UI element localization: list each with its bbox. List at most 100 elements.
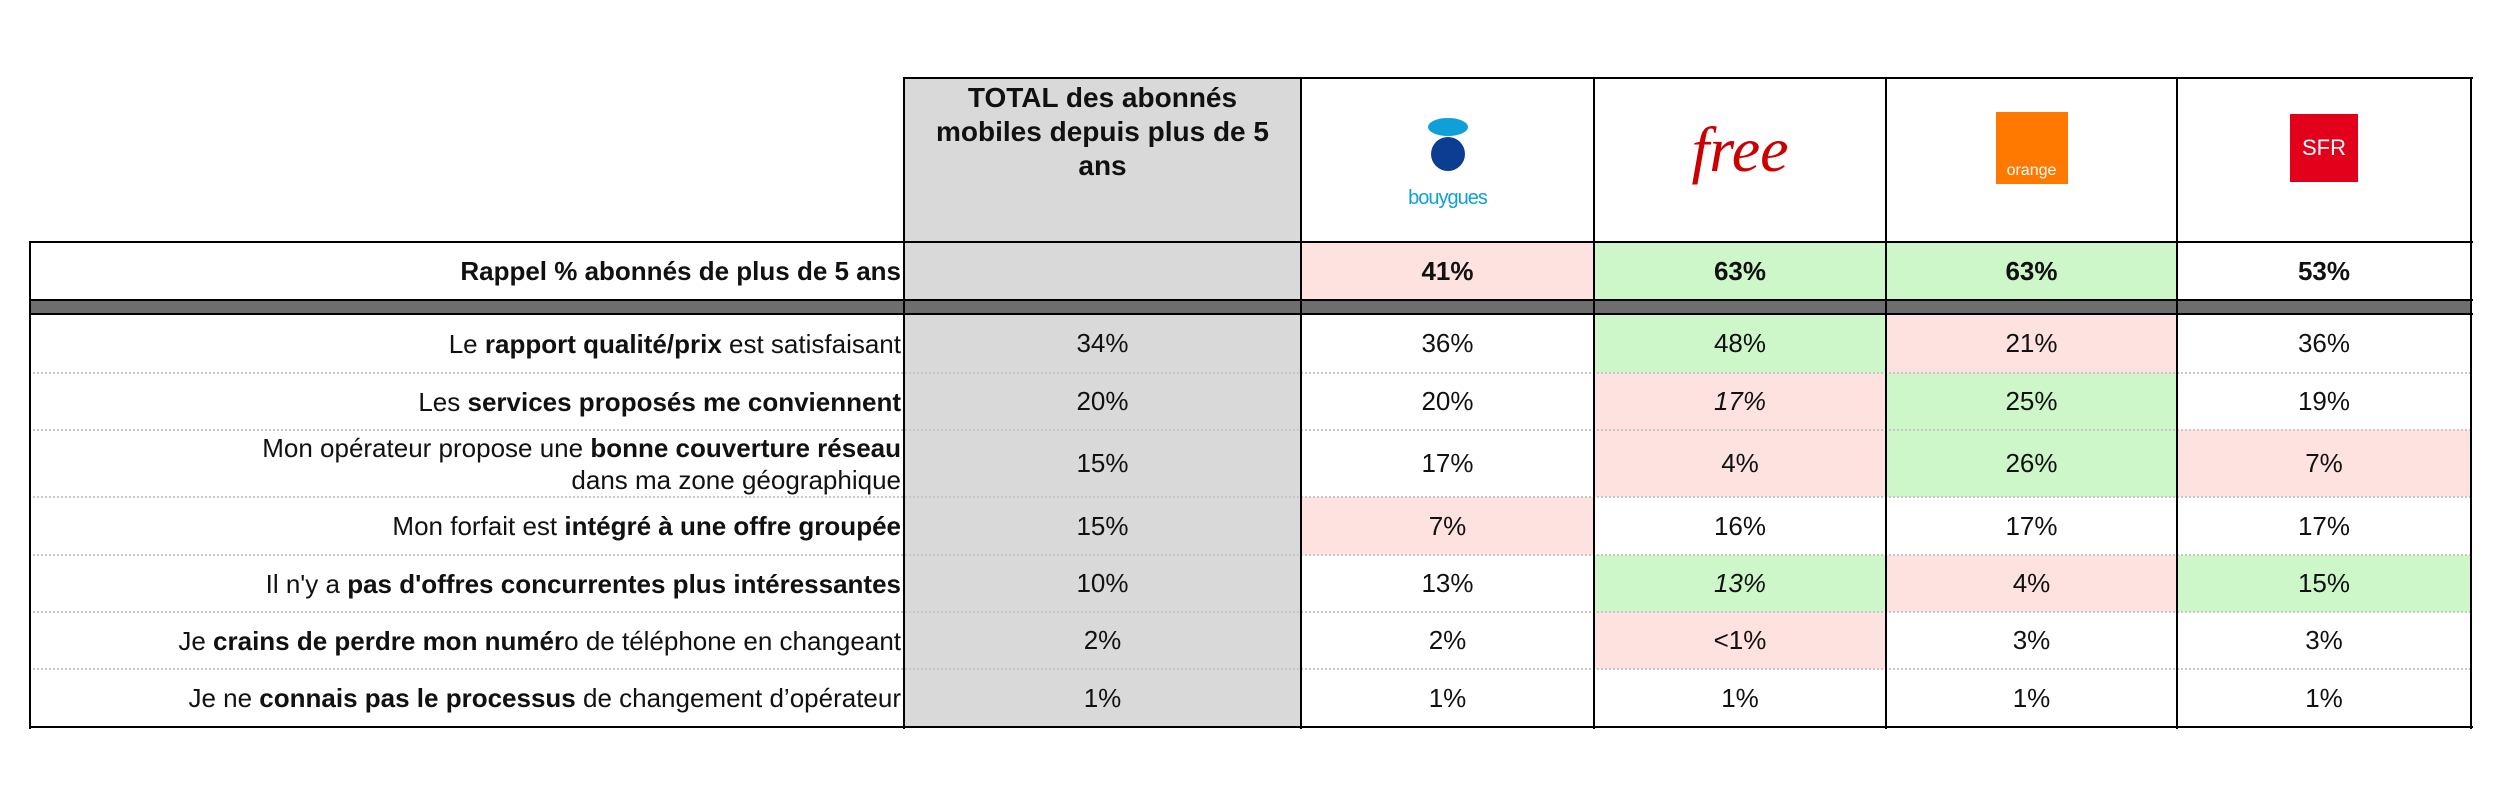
row-label: Les services proposés me conviennent	[29, 373, 904, 430]
cell: 26%	[1886, 430, 2177, 497]
cell: 15%	[2177, 555, 2471, 612]
cell-value: 20%	[1076, 386, 1129, 416]
cell-value: 15%	[1076, 448, 1129, 478]
cell-value: 15%	[2297, 568, 2351, 598]
cell: 25%	[1886, 373, 2177, 430]
label-bold: bonne couverture réseau	[590, 432, 901, 463]
label-text: dans ma zone géographique	[571, 464, 901, 495]
cell-value: 17%	[1713, 386, 1767, 416]
label-bold: services proposés me conviennent	[467, 386, 901, 417]
label-bold: Rappel % abonnés de plus de 5 ans	[460, 256, 901, 286]
cell-value: 4%	[1721, 448, 1759, 478]
cell: 41%	[1301, 242, 1594, 300]
cell: 2%	[1301, 612, 1594, 669]
cell-value: 20%	[1421, 386, 1474, 416]
logo-icon	[1427, 118, 1468, 171]
cell-value: 3%	[2305, 625, 2343, 655]
label-text: Je ne	[188, 683, 260, 713]
row-label: Je crains de perdre mon numéro de téléph…	[29, 612, 904, 669]
label-line: Le rapport qualité/prix est satisfaisant	[449, 328, 901, 360]
cell-value: 7%	[2305, 448, 2343, 478]
cell: 19%	[2177, 373, 2471, 430]
cell: 3%	[2177, 612, 2471, 669]
cell-value: 3%	[2012, 625, 2051, 655]
cell: 17%	[1886, 497, 2177, 555]
label-line: Les services proposés me conviennent	[418, 386, 901, 418]
row-divider	[29, 429, 2471, 431]
row-divider	[29, 668, 2471, 670]
cell: 21%	[1886, 314, 2177, 373]
row-label: Le rapport qualité/prix est satisfaisant	[29, 314, 904, 373]
label-text: est satisfaisant	[721, 328, 901, 359]
label-bold: connais pas le processus	[259, 683, 576, 713]
cell: 34%	[904, 314, 1301, 373]
cell: 17%	[1301, 430, 1594, 497]
logo-sfr: SFR	[2177, 77, 2471, 242]
row-label: Il n'y a pas d'offres concurrentes plus …	[29, 555, 904, 612]
logo-text: free	[1691, 113, 1789, 185]
logo-text: orange	[2006, 161, 2057, 179]
label-bold: rapport qualité/prix	[484, 328, 722, 359]
cell: 63%	[1886, 242, 2177, 300]
border-line	[903, 77, 905, 729]
label-bold: crains de perdre mon numér	[213, 625, 565, 656]
cell-value: 36%	[1421, 328, 1474, 358]
cell-value: 2%	[1428, 625, 1467, 655]
logo-text: SFR	[2302, 134, 2346, 160]
row-label: Mon forfait est intégré à une offre grou…	[29, 497, 904, 555]
border-line	[1300, 77, 1302, 729]
header-total: TOTAL des abonnés mobiles depuis plus de…	[904, 77, 1301, 242]
cell-value: 25%	[2005, 386, 2058, 416]
cell-value: 63%	[2005, 255, 2058, 286]
border-line	[2470, 77, 2472, 729]
cell-value: 63%	[1713, 255, 1767, 286]
cell-value: 16%	[1713, 510, 1767, 541]
cell: 2%	[904, 612, 1301, 669]
cell-value: 15%	[1076, 510, 1129, 541]
row-divider	[29, 554, 2471, 556]
label-line: Mon forfait est intégré à une offre grou…	[392, 510, 901, 542]
cell-value: 13%	[1713, 568, 1767, 598]
cell-value: <1%	[1713, 625, 1767, 655]
cell: 7%	[2177, 430, 2471, 497]
cell-value: 19%	[2297, 386, 2351, 416]
cell-value: 26%	[2005, 448, 2058, 478]
cell-value: 17%	[2005, 510, 2058, 541]
cell: 20%	[1301, 373, 1594, 430]
cell-value: 13%	[1421, 568, 1474, 598]
row-label: Rappel % abonnés de plus de 5 ans	[29, 242, 904, 300]
border-line	[29, 313, 2473, 315]
cell	[904, 242, 1301, 300]
cell: 10%	[904, 555, 1301, 612]
cell-value: 21%	[2005, 328, 2058, 358]
label-text: Mon forfait est	[392, 511, 565, 541]
cell: 1%	[1886, 669, 2177, 727]
logo-box: orange	[1995, 111, 2068, 184]
cell-value: 53%	[2297, 255, 2351, 286]
cell: 4%	[1886, 555, 2177, 612]
cell-value: 4%	[2012, 568, 2051, 598]
logo-bouygues: bouygues	[1301, 77, 1594, 242]
cell: <1%	[1594, 612, 1886, 669]
label-bold: intégré à une offre groupée	[564, 511, 901, 541]
cell: 48%	[1594, 314, 1886, 373]
border-line	[29, 242, 31, 729]
cell: 36%	[1301, 314, 1594, 373]
cell: 16%	[1594, 497, 1886, 555]
cell: 1%	[904, 669, 1301, 727]
row-label: Je ne connais pas le processus de change…	[29, 669, 904, 727]
border-line	[904, 77, 2473, 79]
cell: 17%	[2177, 497, 2471, 555]
cell: 63%	[1594, 242, 1886, 300]
cell: 4%	[1594, 430, 1886, 497]
label-text: Il n'y a	[265, 568, 348, 599]
cell: 13%	[1594, 555, 1886, 612]
logo-orange: orange	[1886, 77, 2177, 242]
label-text: Je	[178, 625, 214, 656]
row-divider	[29, 372, 2471, 374]
border-line	[1593, 77, 1595, 729]
label-line: Je ne connais pas le processus de change…	[188, 682, 901, 714]
label-text: Les	[418, 386, 468, 417]
cell-value: 36%	[2297, 328, 2351, 358]
